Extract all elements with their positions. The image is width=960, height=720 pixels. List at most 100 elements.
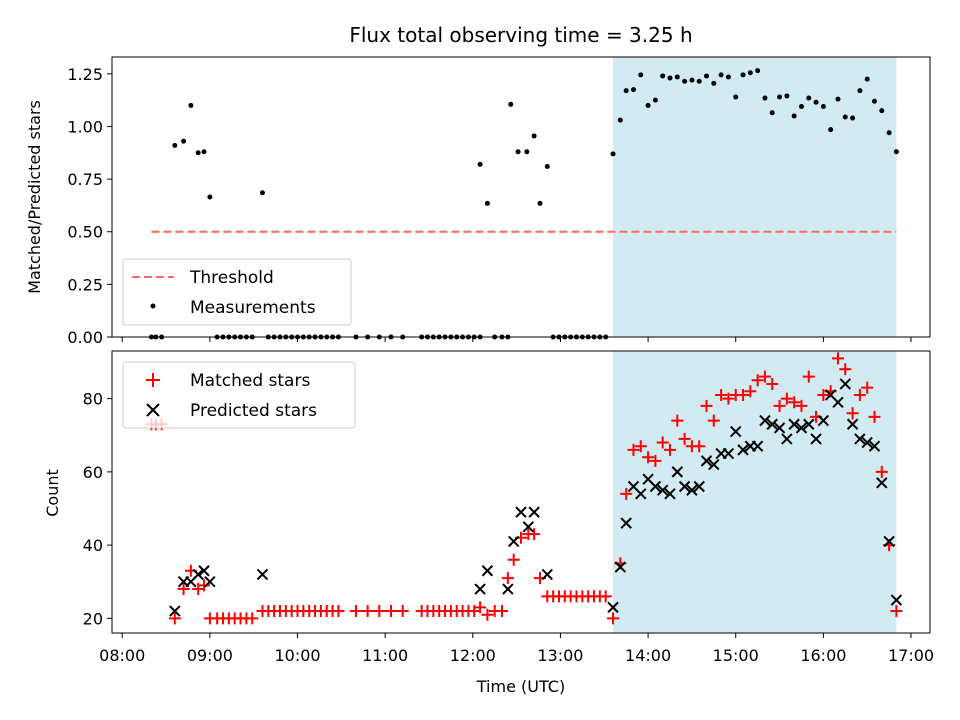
matched-star-point <box>758 370 771 383</box>
x-tick-label: 11:00 <box>362 646 408 665</box>
measurement-point <box>784 93 790 99</box>
measurement-point <box>879 108 885 114</box>
measurement-point <box>886 130 892 136</box>
measurement-point <box>791 113 797 119</box>
measurement-point <box>733 94 739 100</box>
measurement-point <box>747 70 753 76</box>
measurement-point <box>645 102 651 108</box>
predicted-star-point <box>700 455 713 467</box>
matched-star-point <box>396 605 409 618</box>
matched-star-point <box>384 605 397 618</box>
measurement-point <box>660 73 666 79</box>
x-tick-label: 17:00 <box>888 646 934 665</box>
matched-star-point <box>671 414 684 427</box>
matched-star-point <box>817 388 830 401</box>
x-tick-label: 14:00 <box>625 646 671 665</box>
top-plot-frame <box>111 56 931 338</box>
matched-star-point <box>780 392 793 405</box>
predicted-star-point <box>839 378 851 390</box>
matched-star-point <box>861 381 874 394</box>
matched-star-point <box>177 583 190 596</box>
predicted-star-point <box>502 583 514 595</box>
measurement-point <box>610 151 616 157</box>
bottom-plot-frame <box>111 350 931 634</box>
measurement-point <box>674 74 680 80</box>
measurement-point <box>813 99 819 105</box>
predicted-star-point <box>528 506 540 518</box>
predicted-star-point <box>737 444 749 456</box>
matched-star-point <box>715 388 728 401</box>
matched-star-point <box>496 605 509 618</box>
predicted-star-point <box>861 436 873 449</box>
matched-star-point <box>678 432 691 445</box>
matched-star-point <box>349 605 362 618</box>
predicted-star-point <box>773 422 786 434</box>
predicted-star-point <box>803 418 815 430</box>
predicted-star-point <box>832 396 844 408</box>
top-y-label: Matched/Predicted stars <box>25 100 44 294</box>
predicted-star-point <box>664 488 676 500</box>
x-tick-label: 09:00 <box>187 646 233 665</box>
bottom-y-axis: 20 40 60 80 <box>83 390 112 628</box>
measurement-point <box>850 115 856 121</box>
x-tick-label: 10:00 <box>274 646 320 665</box>
measurement-point <box>638 72 644 78</box>
threshold-legend-label: Threshold <box>189 268 274 288</box>
measurement-point <box>515 149 521 155</box>
x-axis-label: Time (UTC) <box>476 677 565 696</box>
predicted-star-point <box>671 466 684 478</box>
y-tick-label: 0.00 <box>67 328 103 347</box>
matched-star-point <box>627 443 640 456</box>
predicted-star-point <box>722 447 735 460</box>
measurement-point <box>623 88 629 94</box>
measurement-point <box>871 98 877 104</box>
measurement-point <box>667 75 673 81</box>
predicted-star-point <box>198 565 210 577</box>
matched-legend-swatch <box>146 373 160 387</box>
predicted-star-point <box>766 418 778 430</box>
x-tick-label: 16:00 <box>800 646 846 665</box>
matched-star-point <box>831 352 844 365</box>
matched-star-point <box>634 440 647 453</box>
bottom-legend-box <box>122 361 356 429</box>
predicted-star-point <box>192 568 204 581</box>
measurement-point <box>181 138 187 144</box>
measurement-point <box>484 200 490 206</box>
predicted-star-point <box>890 594 903 606</box>
matched-star-point <box>620 487 633 500</box>
predicted-star-point <box>693 480 705 493</box>
measurement-point <box>806 95 812 101</box>
measurement-point <box>617 117 623 123</box>
top-legend: Threshold Measurements <box>122 258 352 326</box>
measurement-point <box>762 95 768 101</box>
measurement-point <box>696 78 702 84</box>
x-tick-label: 12:00 <box>450 646 496 665</box>
measurement-point <box>630 87 636 93</box>
matched-star-point <box>802 370 815 383</box>
predicted-star-point <box>810 433 822 445</box>
measurement-point <box>207 194 213 200</box>
predicted-star-point <box>204 576 216 588</box>
y-tick-label: 20 <box>83 609 103 628</box>
predicted-legend-swatch <box>146 403 160 417</box>
predicted-stars-points <box>169 378 903 617</box>
predicted-star-point <box>256 568 269 581</box>
predicted-star-point <box>515 506 527 518</box>
predicted-star-point <box>614 561 627 573</box>
matched-star-point <box>773 399 786 412</box>
matched-star-point <box>693 440 706 453</box>
predicted-star-point <box>607 601 619 614</box>
bottom-panel: 20 40 60 80 08:00 09:00 10:00 11:00 12:00 13:00 1… <box>43 350 934 696</box>
measurements-legend-swatch <box>150 303 156 309</box>
matched-legend-label: Matched stars <box>190 371 310 391</box>
top-panel: 0.00 0.25 0.50 0.75 1.00 1.25 Flux total obse… <box>25 23 931 347</box>
matched-star-point <box>642 451 655 464</box>
predicted-star-point <box>730 425 742 438</box>
matched-star-point <box>198 579 211 592</box>
predicted-star-point <box>795 422 808 434</box>
measurement-point <box>508 101 514 107</box>
top-title: Flux total observing time = 3.25 h <box>349 23 692 47</box>
predicted-star-point <box>620 517 632 529</box>
measurement-point <box>718 72 724 78</box>
